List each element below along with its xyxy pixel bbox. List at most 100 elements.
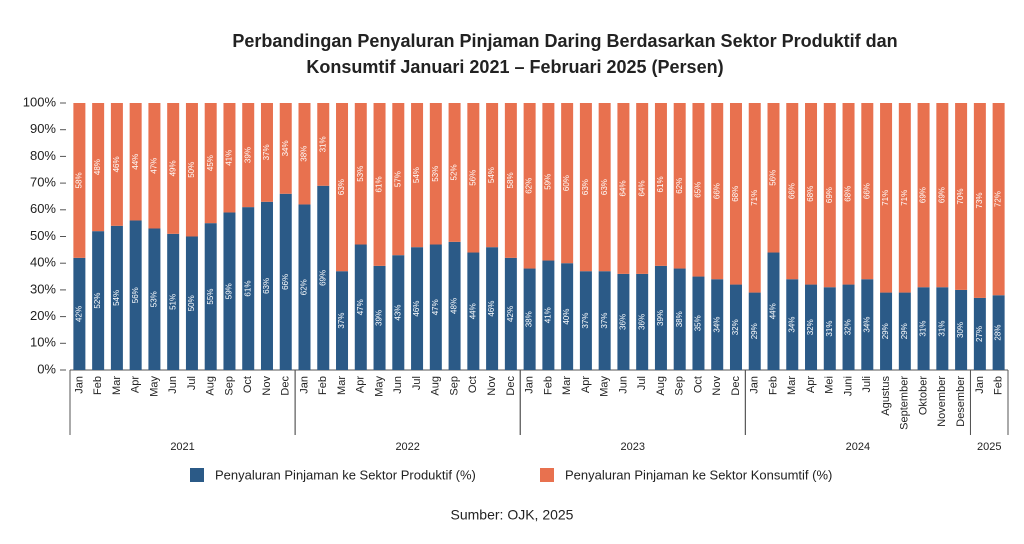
x-tick-label: Oct xyxy=(242,376,254,393)
x-tick-label: November xyxy=(936,376,948,427)
x-tick-label: Feb xyxy=(767,376,779,395)
data-label: 47% xyxy=(431,299,440,315)
x-tick-label: Jul xyxy=(411,376,423,390)
data-label: 62% xyxy=(675,178,684,194)
data-label: 47% xyxy=(356,299,365,315)
x-tick-label: Agustus xyxy=(880,376,892,416)
x-tick-label: Jan xyxy=(749,376,761,394)
data-label: 38% xyxy=(525,311,534,327)
group-label: 2025 xyxy=(977,441,1001,453)
bar-segment xyxy=(729,103,742,285)
bar-segment xyxy=(110,225,123,370)
data-label: 46% xyxy=(412,301,421,317)
x-tick-label: Jun xyxy=(617,376,629,394)
x-tick-label: May xyxy=(599,376,611,397)
bar-segment xyxy=(523,268,536,370)
data-label: 51% xyxy=(168,294,177,310)
data-label: 31% xyxy=(937,321,946,337)
data-label: 59% xyxy=(543,174,552,190)
data-label: 54% xyxy=(487,167,496,183)
bar-segment xyxy=(279,193,292,370)
data-label: 31% xyxy=(318,136,327,152)
bar-segment xyxy=(955,103,968,290)
data-label: 56% xyxy=(769,170,778,186)
bar-segment xyxy=(898,292,911,370)
x-tick-label: Jul xyxy=(636,376,648,390)
x-tick-label: May xyxy=(373,376,385,397)
bar-segment xyxy=(223,103,236,213)
data-label: 69% xyxy=(937,187,946,203)
bar-segment xyxy=(373,265,386,370)
bar-segment xyxy=(185,236,198,370)
x-tick-label: Juni xyxy=(842,376,854,396)
x-tick-label: Jan xyxy=(524,376,536,394)
x-tick-label: Aug xyxy=(430,376,442,396)
data-label: 64% xyxy=(619,180,628,196)
data-label: 73% xyxy=(975,192,984,208)
x-tick-label: Oct xyxy=(467,376,479,393)
bar-segment xyxy=(317,103,330,186)
data-label: 52% xyxy=(450,164,459,180)
bar-segment xyxy=(654,103,667,266)
bar-segment xyxy=(110,103,123,226)
bar-segment xyxy=(167,233,180,370)
x-tick-label: Jan xyxy=(974,376,986,394)
bar-segment xyxy=(673,268,686,370)
bar-segment xyxy=(504,257,517,370)
bar-segment xyxy=(992,295,1005,370)
bar-segment xyxy=(148,228,161,370)
data-label: 62% xyxy=(300,279,309,295)
data-label: 38% xyxy=(675,311,684,327)
bar-segment xyxy=(561,263,574,370)
data-label: 39% xyxy=(375,310,384,326)
x-tick-label: Oktober xyxy=(917,376,929,415)
data-label: 47% xyxy=(150,158,159,174)
bar-segment xyxy=(729,284,742,370)
data-label: 58% xyxy=(74,172,83,188)
bar-segment xyxy=(805,284,818,370)
x-tick-label: Nov xyxy=(486,376,498,396)
bar-segment xyxy=(842,103,855,285)
data-label: 37% xyxy=(337,313,346,329)
data-label: 63% xyxy=(262,278,271,294)
bar-segment xyxy=(692,276,705,370)
bar-segment xyxy=(898,103,911,293)
data-label: 50% xyxy=(187,295,196,311)
bar-segment xyxy=(242,103,255,208)
bar-segment xyxy=(92,103,105,232)
x-tick-label: Feb xyxy=(542,376,554,395)
bar-segment xyxy=(880,292,893,370)
x-tick-label: Nov xyxy=(711,376,723,396)
bar-segment xyxy=(579,271,592,370)
data-label: 43% xyxy=(393,305,402,321)
data-label: 68% xyxy=(731,186,740,202)
bar-segment xyxy=(73,257,86,370)
x-tick-label: Mar xyxy=(336,376,348,395)
bar-segment xyxy=(786,279,799,370)
data-label: 48% xyxy=(450,298,459,314)
y-tick-label: 40% xyxy=(30,255,56,270)
bar-segment xyxy=(917,287,930,370)
bar-segment xyxy=(692,103,705,277)
bar-segment xyxy=(467,252,480,370)
data-label: 35% xyxy=(694,315,703,331)
data-label: 55% xyxy=(206,289,215,305)
y-tick-label: 0% xyxy=(37,361,56,376)
data-label: 44% xyxy=(468,303,477,319)
bar-segment xyxy=(448,103,461,242)
data-label: 70% xyxy=(956,188,965,204)
data-label: 54% xyxy=(112,290,121,306)
x-tick-label: Oct xyxy=(692,376,704,393)
x-tick-label: Apr xyxy=(805,376,817,393)
bar-segment xyxy=(786,103,799,280)
y-tick-label: 60% xyxy=(30,201,56,216)
bar-segment xyxy=(392,103,405,256)
data-label: 29% xyxy=(900,323,909,339)
data-label: 41% xyxy=(225,150,234,166)
y-tick-label: 90% xyxy=(30,121,56,136)
data-label: 36% xyxy=(637,314,646,330)
y-tick-label: 100% xyxy=(23,94,57,109)
data-label: 48% xyxy=(93,159,102,175)
bar-segment xyxy=(598,271,611,370)
x-tick-label: Dec xyxy=(280,376,292,396)
